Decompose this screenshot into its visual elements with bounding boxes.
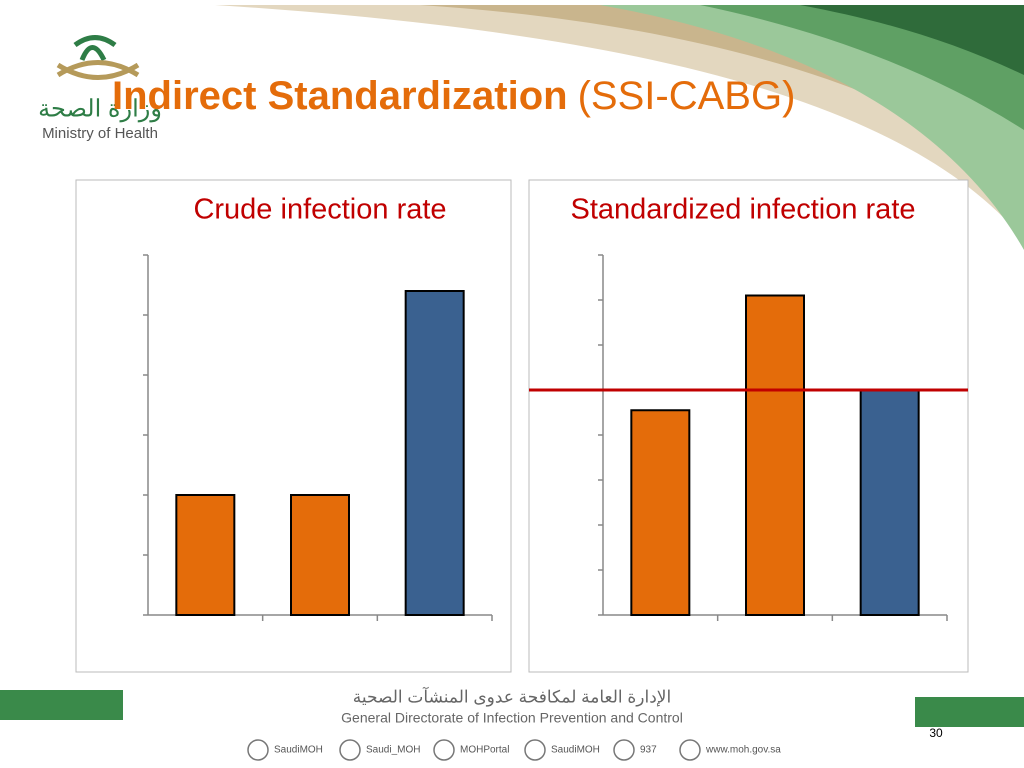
title-rest: (SSI-CABG) [578,74,796,118]
logo: وزارة الصحة Ministry of Health [38,35,162,142]
social-icon [613,739,635,761]
logo-english: Ministry of Health [42,125,158,142]
social-handle: 937 [640,745,657,756]
bar [290,494,350,616]
social-icon [247,739,269,761]
title-bold: Indirect Standardization [112,74,568,118]
slide-title: Indirect Standardization (SSI-CABG) [112,74,795,118]
footer-arabic: الإدارة العامة لمكافحة عدوى المنشآت الصح… [353,685,671,707]
decor-swoop [800,5,1024,75]
social-handle: www.moh.gov.sa [705,745,781,756]
chart-title: Crude infection rate [193,194,446,226]
social-handle: MOHPortal [460,745,509,756]
chart-title: Standardized infection rate [571,194,916,226]
bar [175,494,236,616]
bar [859,389,920,616]
social-icon [433,739,455,761]
footer-bar [0,690,123,720]
bar [630,409,691,616]
social-icon [524,739,546,761]
page-number: 30 [929,726,943,740]
social-icon [339,739,361,761]
bar [745,294,805,616]
footer-bar [915,697,1024,727]
footer-english: General Directorate of Infection Prevent… [341,710,683,726]
social-handle: SaudiMOH [551,745,600,756]
social-handle: Saudi_MOH [366,745,420,756]
social-icon [679,739,701,761]
logo-swords [56,60,140,80]
logo-palm [73,35,117,62]
social-handle: SaudiMOH [274,745,323,756]
logo-arabic: وزارة الصحة [38,95,162,122]
bar [404,290,465,616]
